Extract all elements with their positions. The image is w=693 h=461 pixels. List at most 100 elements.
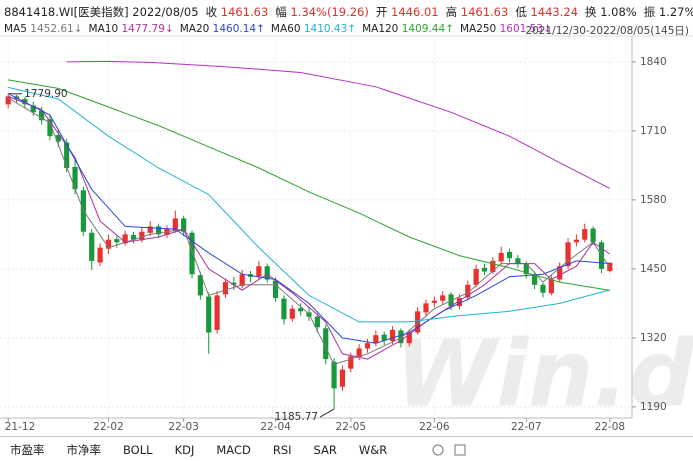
quote-value: 1446.01 [391, 5, 439, 19]
tool-icons[interactable] [430, 440, 490, 460]
candle-body [323, 328, 329, 360]
max-label: 1779.90 [24, 88, 67, 100]
candle-body [373, 335, 379, 344]
candle-body [264, 266, 270, 280]
legend-value: 1410.43 [303, 23, 348, 35]
tab[interactable]: SAR [313, 442, 337, 457]
tab[interactable]: MACD [216, 442, 251, 457]
quote-value: 1.08% [600, 5, 637, 19]
tab[interactable]: W&R [358, 442, 388, 457]
candle-body [30, 105, 36, 113]
candle-body [573, 239, 579, 243]
quote-label: 开 [375, 5, 388, 19]
candle-body [490, 260, 496, 273]
x-tick-label: 22-05 [336, 421, 367, 433]
legend-arrow: ↓ [543, 23, 552, 35]
candle-body [206, 296, 212, 333]
quote-label: 换 [585, 5, 597, 19]
legend-value: 1460.14 [212, 23, 257, 35]
legend-value: 1477.79 [121, 23, 165, 35]
tab[interactable]: RSI [272, 442, 292, 457]
ma-line [8, 86, 610, 323]
quote-value: 2022/08/05 [132, 5, 199, 19]
legend-item: MA10 1477.79↓ [89, 23, 174, 35]
candle-body [389, 329, 396, 342]
tab[interactable]: 市净率 [66, 442, 102, 457]
quote-header: 8841418.WI[医美指数] 2022/08/05 收 1461.63 幅 1.… [4, 4, 693, 20]
quote-label: 幅 [275, 5, 287, 19]
tab[interactable]: BOLL [123, 442, 153, 457]
legend-item: MA60 1410.43↑ [271, 23, 356, 35]
legend-name: MA120 [362, 23, 399, 35]
candle-body [222, 282, 229, 295]
candle-body [481, 267, 488, 272]
candle-body [72, 166, 78, 190]
icon[interactable] [454, 444, 466, 456]
tab[interactable]: 市盈率 [10, 442, 45, 457]
quote-item: 8841418.WI[医美指数] 2022/08/05 [4, 4, 199, 20]
candle-body [339, 369, 346, 387]
candle-body [64, 142, 70, 169]
candle-body [532, 274, 538, 285]
candle-body [548, 279, 554, 294]
candle-body [590, 228, 596, 243]
candle-body [364, 343, 371, 349]
candle-body [214, 295, 220, 330]
quote-label: 高 [445, 5, 458, 19]
legend-item: MA5 1452.61↓ [4, 23, 83, 35]
quote-value: 1461.63 [460, 5, 509, 19]
legend-value: 1452.61 [30, 23, 74, 35]
candle-body [356, 348, 362, 357]
quote-value: 1.27% [658, 5, 693, 19]
legend: MA5 1452.61↓ MA10 1477.79↓ MA20 1460.14↑ MA… [4, 23, 552, 35]
y-tick-label: 1450 [640, 263, 667, 275]
candle-body [540, 284, 546, 293]
candle-body [122, 234, 128, 244]
legend-name: MA250 [459, 23, 497, 35]
candle-body [97, 247, 103, 263]
candle-body [523, 263, 529, 275]
candle-body [239, 274, 245, 286]
y-tick-label: 1190 [640, 401, 667, 413]
candle-body [272, 280, 279, 299]
legend-arrow: ↑ [347, 23, 357, 35]
candle-body [423, 303, 429, 313]
candle-body [515, 258, 521, 264]
tab[interactable]: KDJ [174, 442, 195, 457]
y-tick-label: 1580 [640, 194, 667, 206]
quote-item: 振 1.27% [644, 4, 693, 20]
x-tick-label: 21-12 [5, 421, 36, 433]
candle-body [440, 295, 446, 301]
ma-line [8, 95, 611, 360]
quote-value: 1443.24 [530, 5, 579, 19]
candle-body [47, 119, 53, 137]
candle-body [456, 298, 463, 307]
candle-body [181, 218, 187, 232]
candle-body [398, 330, 404, 344]
legend-item: MA250 1601.53↓ [460, 23, 552, 35]
candle-body [256, 266, 262, 277]
date-range: 2021/12/30-2022/08/05(145日) [525, 25, 689, 37]
candle-body [55, 135, 61, 142]
quote-label: 收 [205, 5, 218, 19]
x-tick-label: 22-04 [260, 421, 291, 433]
candle-body [557, 266, 563, 280]
legend-name: MA60 [270, 23, 301, 35]
x-tick-label: 22-07 [511, 421, 542, 433]
candle-body [89, 232, 95, 261]
legend-item: MA120 1409.44↑ [362, 23, 454, 35]
quote-item: 收 1461.63 [206, 4, 269, 20]
ma-line [7, 93, 610, 344]
quote-item: 开 1446.01 [376, 4, 439, 20]
quote-item: 低 1443.24 [515, 4, 578, 20]
candle-body [498, 252, 504, 262]
candle-body [231, 282, 237, 285]
legend-arrow: ↓ [164, 23, 174, 35]
indicator-tabs: 市盈率 市净率 BOLL KDJ MACD RSI SAR W&R [0, 436, 693, 461]
candle-body [348, 356, 354, 369]
candle-body [314, 316, 320, 328]
candle-body [473, 268, 479, 285]
candle-body [565, 242, 571, 267]
icon[interactable] [432, 444, 444, 456]
